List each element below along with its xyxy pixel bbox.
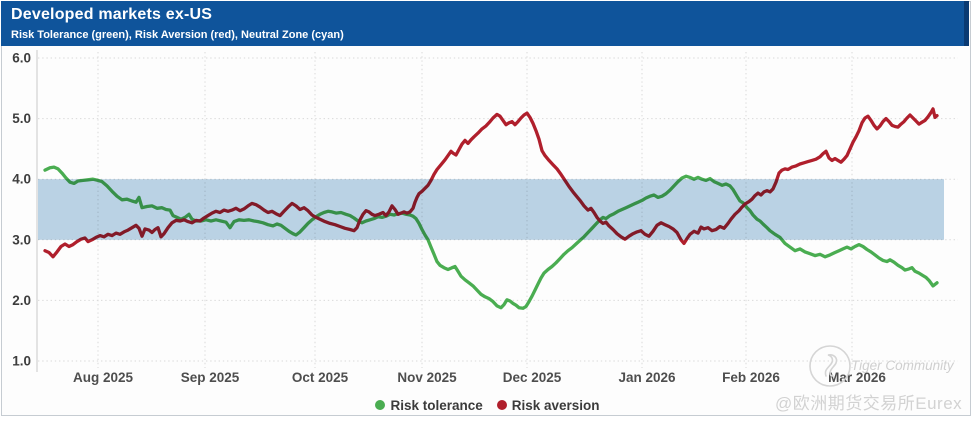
y-axis-tick-label: 4.0 — [12, 172, 31, 187]
page-subtitle: Risk Tolerance (green), Risk Aversion (r… — [11, 29, 344, 41]
risk-aversion-dot-icon — [496, 400, 507, 410]
x-axis-month-label: Mar 2026 — [828, 370, 886, 385]
legend-label: Risk tolerance — [390, 397, 483, 413]
y-axis-tick-label: 2.0 — [12, 293, 31, 308]
y-axis-tick-label: 5.0 — [12, 111, 31, 126]
x-axis-month-label: Dec 2025 — [503, 370, 562, 385]
legend-item-risk-aversion: Risk aversion — [496, 397, 600, 413]
y-axis-tick-label: 3.0 — [12, 232, 31, 247]
x-axis-month-label: Sep 2025 — [181, 370, 240, 385]
page-title: Developed markets ex-US — [11, 6, 213, 23]
x-axis-month-label: Feb 2026 — [722, 370, 780, 385]
legend-label: Risk aversion — [511, 397, 600, 413]
chart-legend: Risk tolerance Risk aversion — [0, 394, 975, 416]
y-axis-tick-label: 1.0 — [12, 354, 31, 369]
x-axis-month-label: Oct 2025 — [292, 370, 349, 385]
x-axis-month-label: Nov 2025 — [397, 370, 457, 385]
y-axis-tick-label: 6.0 — [12, 51, 31, 66]
header-bar: Developed markets ex-US Risk Tolerance (… — [1, 1, 969, 46]
neutral-zone-band — [38, 179, 944, 240]
legend-item-risk-tolerance: Risk tolerance — [375, 397, 483, 413]
chart-svg: 6.0 5.0 4.0 3.0 2.0 1.0 Aug 2025 Sep 2025 Oct 20… — [12, 50, 958, 385]
x-axis-month-label: Jan 2026 — [618, 370, 676, 385]
x-axis-month-label: Aug 2025 — [73, 370, 134, 385]
risk-tolerance-dot-icon — [375, 400, 386, 410]
